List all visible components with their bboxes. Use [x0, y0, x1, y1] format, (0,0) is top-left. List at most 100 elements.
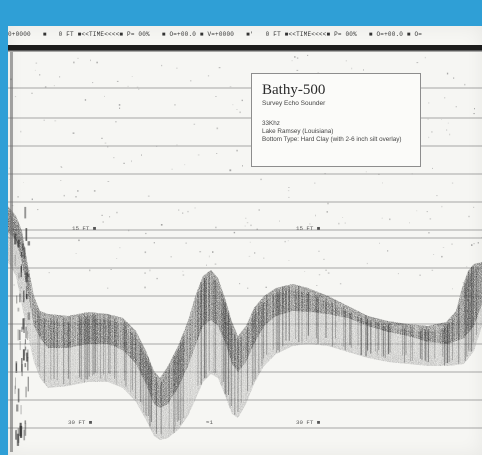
speckle	[60, 166, 62, 167]
speckle	[411, 173, 413, 175]
speckle	[35, 62, 38, 64]
speckle	[260, 178, 262, 181]
ringdown-mark	[21, 364, 23, 377]
ringdown-mark	[17, 239, 20, 248]
speckle	[442, 247, 445, 248]
speckle	[473, 113, 475, 115]
speckle	[446, 72, 449, 75]
ringdown-mark	[18, 273, 20, 279]
speckle	[239, 111, 241, 114]
speckle	[34, 69, 36, 71]
speckle	[233, 231, 236, 234]
speckle	[324, 173, 326, 175]
speckle	[397, 273, 399, 275]
ringdown-mark	[16, 404, 19, 412]
speckle	[207, 75, 210, 77]
ringdown-mark	[27, 376, 29, 392]
ringdown-mark	[22, 349, 25, 361]
speckle	[216, 153, 218, 154]
speckle	[131, 76, 133, 77]
speckle	[53, 85, 55, 87]
speckle	[239, 283, 241, 285]
speckle	[75, 196, 77, 198]
speckle	[441, 119, 442, 120]
speckle	[160, 224, 163, 226]
speckle	[428, 232, 430, 234]
ringdown-mark	[15, 377, 16, 390]
speckle	[429, 218, 432, 220]
speckle	[387, 250, 389, 252]
header-segment: 0 FT ■<<TIME<<<<■ P= 00%	[58, 31, 150, 38]
speckle	[381, 217, 383, 219]
speckle	[246, 222, 249, 224]
depth-label-15ft-left: 15 FT ■	[72, 225, 97, 232]
speckle	[77, 57, 79, 59]
ringdown-mark	[19, 422, 22, 437]
speckle	[176, 67, 178, 69]
speckle	[288, 187, 290, 188]
header-segment: ■ O=+00.0 ■ V=+0000	[161, 31, 235, 38]
depth-label-30ft-right: 30 FT ■	[296, 419, 321, 426]
speckle	[89, 269, 91, 272]
ringdown-mark	[24, 363, 27, 368]
speckle	[250, 224, 252, 227]
speckle	[365, 171, 367, 173]
speckle	[242, 165, 243, 167]
speckle	[161, 64, 163, 67]
speckle	[339, 283, 342, 285]
ringdown-mark	[25, 352, 29, 362]
ringdown-mark	[16, 433, 20, 446]
surface-trace-shadow	[8, 50, 482, 52]
speckle	[144, 251, 147, 254]
speckle	[119, 107, 121, 109]
speckle	[323, 258, 325, 260]
ringdown-mark	[25, 228, 28, 241]
speckle	[187, 210, 189, 213]
speckle	[451, 243, 453, 245]
header-segment: ■'	[246, 31, 254, 38]
ringdown-mark	[20, 251, 23, 257]
speckle	[43, 119, 45, 121]
ringdown-mark	[14, 233, 17, 245]
speckle	[432, 167, 433, 169]
speckle	[291, 60, 293, 62]
speckle	[194, 207, 196, 209]
ringdown-mark	[15, 361, 18, 373]
speckle	[244, 225, 246, 227]
depth-label-15ft-right: 15 FT ■	[296, 225, 321, 232]
speckle	[110, 269, 112, 270]
speckle	[63, 194, 65, 197]
ringdown-mark	[23, 318, 25, 333]
speckle	[116, 211, 118, 214]
speckle	[473, 243, 475, 245]
ringdown-mark	[21, 326, 23, 332]
ringdown-mark	[24, 420, 27, 424]
ringdown-mark	[20, 266, 22, 278]
speckle	[37, 209, 39, 211]
speckle	[182, 270, 184, 272]
ringdown-mark	[25, 286, 27, 299]
speckle	[84, 99, 87, 101]
ringdown-mark	[27, 241, 31, 246]
speckle	[287, 240, 289, 242]
speckle	[131, 160, 132, 163]
header-segment: 0+0000	[8, 31, 31, 38]
speckle	[452, 288, 453, 290]
speckle	[468, 215, 470, 218]
speckle	[107, 287, 109, 289]
speckle	[138, 88, 140, 90]
speckle	[90, 59, 91, 62]
ringdown-mark	[16, 295, 18, 304]
info-frequency: 33Khz	[262, 120, 280, 127]
speckle	[93, 190, 96, 192]
speckle	[318, 250, 320, 252]
ringdown-mark	[24, 206, 27, 219]
ringdown-mark	[23, 290, 25, 303]
speckle	[249, 241, 251, 243]
ringdown-mark	[24, 339, 26, 345]
speckle	[427, 118, 429, 120]
speckle	[107, 181, 110, 182]
ringdown-mark	[25, 326, 27, 339]
ringdown-mark	[24, 423, 27, 436]
speckle	[215, 226, 217, 229]
